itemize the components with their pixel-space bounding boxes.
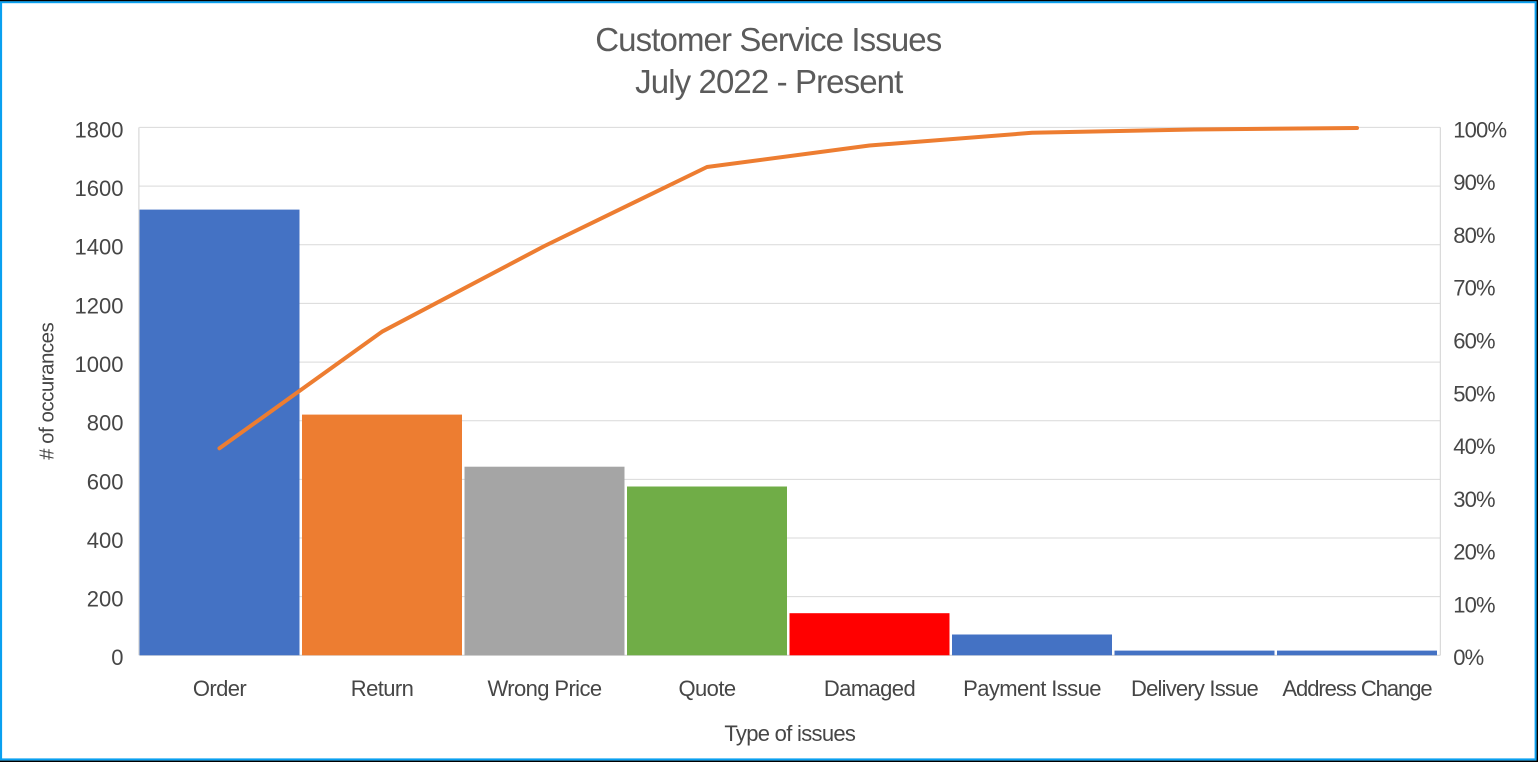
svg-text:600: 600 [87, 469, 124, 494]
svg-text:0%: 0% [1453, 645, 1483, 670]
svg-text:Address Change: Address Change [1282, 676, 1432, 701]
svg-text:July 2022 - Present: July 2022 - Present [635, 63, 903, 100]
svg-text:30%: 30% [1453, 487, 1495, 512]
svg-text:40%: 40% [1453, 434, 1495, 459]
svg-text:Payment Issue: Payment Issue [963, 676, 1101, 701]
svg-text:800: 800 [87, 411, 124, 436]
svg-text:1200: 1200 [75, 293, 124, 318]
svg-text:50%: 50% [1453, 381, 1495, 406]
svg-text:100%: 100% [1453, 117, 1506, 142]
svg-text:Delivery Issue: Delivery Issue [1131, 676, 1259, 701]
svg-text:80%: 80% [1453, 223, 1495, 248]
svg-text:Type of issues: Type of issues [724, 721, 856, 746]
svg-text:400: 400 [87, 528, 124, 553]
svg-text:60%: 60% [1453, 329, 1495, 354]
svg-text:20%: 20% [1453, 540, 1495, 565]
svg-text:Damaged: Damaged [824, 676, 915, 701]
svg-text:Return: Return [351, 676, 413, 701]
svg-text:10%: 10% [1453, 592, 1495, 617]
svg-text:Order: Order [193, 676, 247, 701]
svg-text:90%: 90% [1453, 170, 1495, 195]
svg-text:1800: 1800 [75, 117, 124, 142]
svg-text:0: 0 [111, 645, 123, 670]
svg-text:70%: 70% [1453, 276, 1495, 301]
svg-text:1600: 1600 [75, 176, 124, 201]
svg-text:1400: 1400 [75, 235, 124, 260]
svg-text:1000: 1000 [75, 352, 124, 377]
svg-text:Wrong Price: Wrong Price [487, 676, 601, 701]
svg-text:# of occurances: # of occurances [36, 322, 59, 459]
svg-text:Quote: Quote [679, 676, 736, 701]
svg-text:Customer Service Issues: Customer Service Issues [595, 21, 941, 58]
svg-text:200: 200 [87, 587, 124, 612]
